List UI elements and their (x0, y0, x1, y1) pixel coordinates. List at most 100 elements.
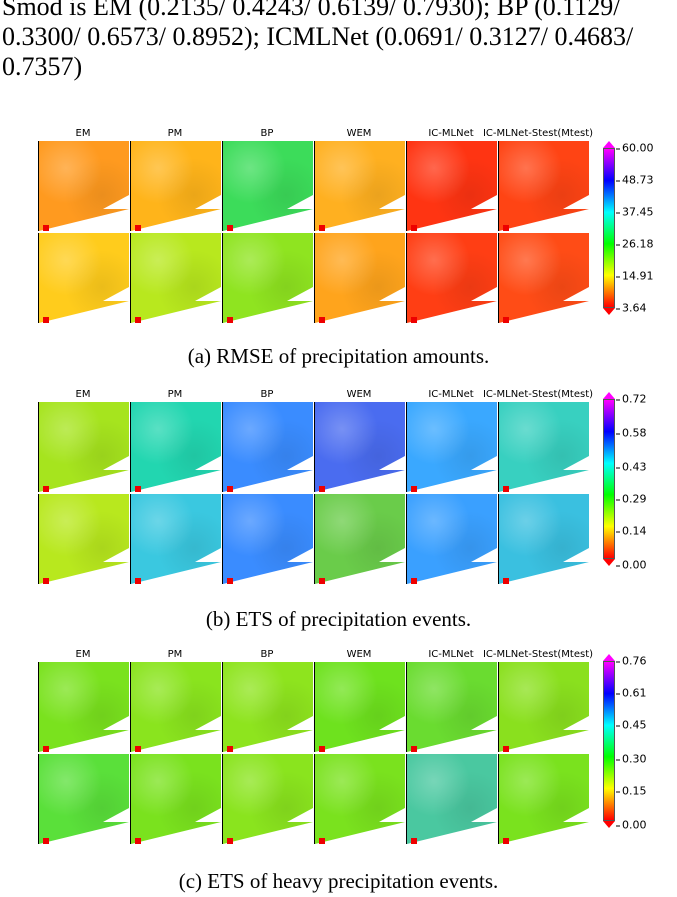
map-masked-area (223, 470, 313, 492)
map-tile-ic-mlnet-row-2 (406, 754, 497, 844)
map-masked-area (407, 562, 497, 584)
map-masked-area (315, 209, 405, 231)
map-masked-area (287, 548, 313, 562)
map-tile-wem-row-2 (314, 754, 405, 844)
column-title-ic-mlnet: IC-MLNet (428, 128, 474, 139)
map-masked-area (315, 470, 405, 492)
colorbar-gradient (603, 661, 615, 821)
map-masked-area (287, 456, 313, 470)
map-masked-area (103, 195, 129, 209)
map-tile-pm-row-2 (130, 494, 221, 584)
map-corner-cell (43, 838, 49, 844)
column-title-bp: BP (260, 649, 274, 660)
map-tile-pm-row-2 (130, 233, 221, 323)
map-tile-bp-row-1 (222, 402, 313, 492)
map-corner-cell (227, 746, 233, 752)
map-masked-area (195, 195, 221, 209)
map-corner-cell (503, 486, 509, 492)
colorbar-tick: 0.15 (616, 785, 647, 798)
map-masked-area (499, 822, 589, 844)
colorbar-tick: 0.72 (616, 393, 647, 406)
colorbar-ticks: 0.76 0.61 0.45 0.30 0.15 0.00 (616, 655, 676, 832)
map-masked-area (499, 301, 589, 323)
map-masked-area (103, 548, 129, 562)
map-tile-em-row-1 (38, 141, 129, 231)
map-masked-area (471, 456, 497, 470)
colorbar-tick: 0.76 (616, 655, 647, 668)
column-title-wem: WEM (346, 389, 372, 400)
colorbar-tick: 0.43 (616, 461, 647, 474)
map-tile-ic-mlnet-row-2 (406, 233, 497, 323)
map-tile-wem-row-1 (314, 141, 405, 231)
map-corner-cell (135, 225, 141, 231)
figure-panel-c: EM PM BP WEM IC-MLNet IC-MLNet-Stest(Mte… (0, 649, 677, 897)
map-corner-cell (503, 578, 509, 584)
map-tile-ic-mlnet-stest-mtest--row-2 (498, 754, 589, 844)
map-tile-bp-row-2 (222, 494, 313, 584)
colorbar-gradient (603, 148, 615, 308)
map-masked-area (407, 730, 497, 752)
colorbar-tick: 48.73 (616, 174, 654, 187)
map-tile-em-row-1 (38, 402, 129, 492)
map-tile-ic-mlnet-row-1 (406, 662, 497, 752)
colorbar-tick: 0.30 (616, 753, 647, 766)
map-masked-area (223, 562, 313, 584)
map-corner-cell (227, 838, 233, 844)
map-masked-area (315, 822, 405, 844)
colorbar-tick: 37.45 (616, 206, 654, 219)
map-corner-cell (503, 225, 509, 231)
map-masked-area (471, 548, 497, 562)
map-tile-pm-row-2 (130, 754, 221, 844)
map-masked-area (131, 730, 221, 752)
map-corner-cell (319, 225, 325, 231)
colorbar-max-arrow (603, 141, 615, 148)
map-masked-area (195, 287, 221, 301)
map-corner-cell (43, 578, 49, 584)
colorbar-tick: 0.00 (616, 559, 647, 572)
map-masked-area (499, 562, 589, 584)
colorbar-tick: 0.00 (616, 819, 647, 832)
figure-panel-a: EM PM BP WEM IC-MLNet IC-MLNet-Stest(Mte… (0, 128, 677, 374)
map-grid (38, 402, 589, 584)
colorbar-tick: 0.61 (616, 687, 647, 700)
map-masked-area (39, 730, 129, 752)
map-masked-area (39, 470, 129, 492)
colorbar-min-arrow (603, 821, 615, 828)
map-corner-cell (227, 578, 233, 584)
map-masked-area (563, 808, 589, 822)
map-corner-cell (43, 317, 49, 323)
map-corner-cell (503, 317, 509, 323)
map-corner-cell (503, 746, 509, 752)
map-tile-em-row-2 (38, 754, 129, 844)
map-tile-pm-row-1 (130, 141, 221, 231)
colorbar-tick: 26.18 (616, 238, 654, 251)
map-masked-area (563, 195, 589, 209)
column-titles: EM PM BP WEM IC-MLNet IC-MLNet-Stest(Mte… (0, 649, 677, 663)
column-title-em: EM (75, 649, 91, 660)
colorbar (603, 141, 615, 315)
map-masked-area (563, 548, 589, 562)
map-masked-area (287, 195, 313, 209)
panel-caption: (c) ETS of heavy precipitation events. (178, 869, 499, 893)
map-tile-ic-mlnet-stest-mtest--row-2 (498, 233, 589, 323)
map-masked-area (315, 562, 405, 584)
map-masked-area (223, 822, 313, 844)
map-corner-cell (411, 746, 417, 752)
map-masked-area (131, 209, 221, 231)
column-title-bp: BP (260, 128, 274, 139)
column-title-em: EM (75, 128, 91, 139)
map-tile-ic-mlnet-stest-mtest--row-1 (498, 402, 589, 492)
map-masked-area (471, 287, 497, 301)
column-title-bp: BP (260, 389, 274, 400)
map-masked-area (407, 470, 497, 492)
map-masked-area (287, 287, 313, 301)
colorbar-ticks: 0.72 0.58 0.43 0.29 0.14 0.00 (616, 393, 676, 572)
intro-paragraph: Smod is EM (0.2135/ 0.4243/ 0.6139/ 0.79… (2, 0, 634, 81)
map-tile-wem-row-1 (314, 402, 405, 492)
column-title-ic-mlnet-stest: IC-MLNet-Stest(Mtest) (482, 128, 594, 139)
map-tile-ic-mlnet-row-1 (406, 402, 497, 492)
map-grid (38, 141, 589, 323)
column-title-wem: WEM (346, 128, 372, 139)
map-tile-pm-row-1 (130, 402, 221, 492)
column-title-em: EM (75, 389, 91, 400)
